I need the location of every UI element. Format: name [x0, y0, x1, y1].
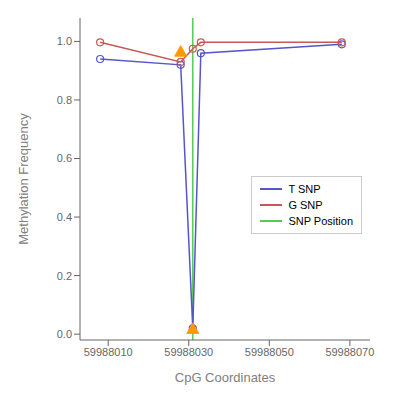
svg-text:59988010: 59988010	[84, 346, 133, 358]
html-text:G SNP: G SNP	[288, 198, 323, 211]
svg-text:1.0: 1.0	[57, 35, 72, 47]
svg-text:0.6: 0.6	[57, 152, 72, 164]
svg-text:0.2: 0.2	[57, 270, 72, 282]
svg-text:59988030: 59988030	[164, 346, 213, 358]
svg-text:0.0: 0.0	[57, 328, 72, 340]
html-text:T SNP: T SNP	[288, 182, 321, 195]
html-text:SNP Position: SNP Position	[288, 214, 353, 227]
svg-text:0.8: 0.8	[57, 94, 72, 106]
svg-text:CpG Coordinates: CpG Coordinates	[175, 370, 276, 385]
svg-text:59988050: 59988050	[245, 346, 294, 358]
svg-text:Methylation Frequency: Methylation Frequency	[16, 113, 31, 245]
svg-text:59988070: 59988070	[325, 346, 374, 358]
svg-text:0.4: 0.4	[57, 211, 72, 223]
